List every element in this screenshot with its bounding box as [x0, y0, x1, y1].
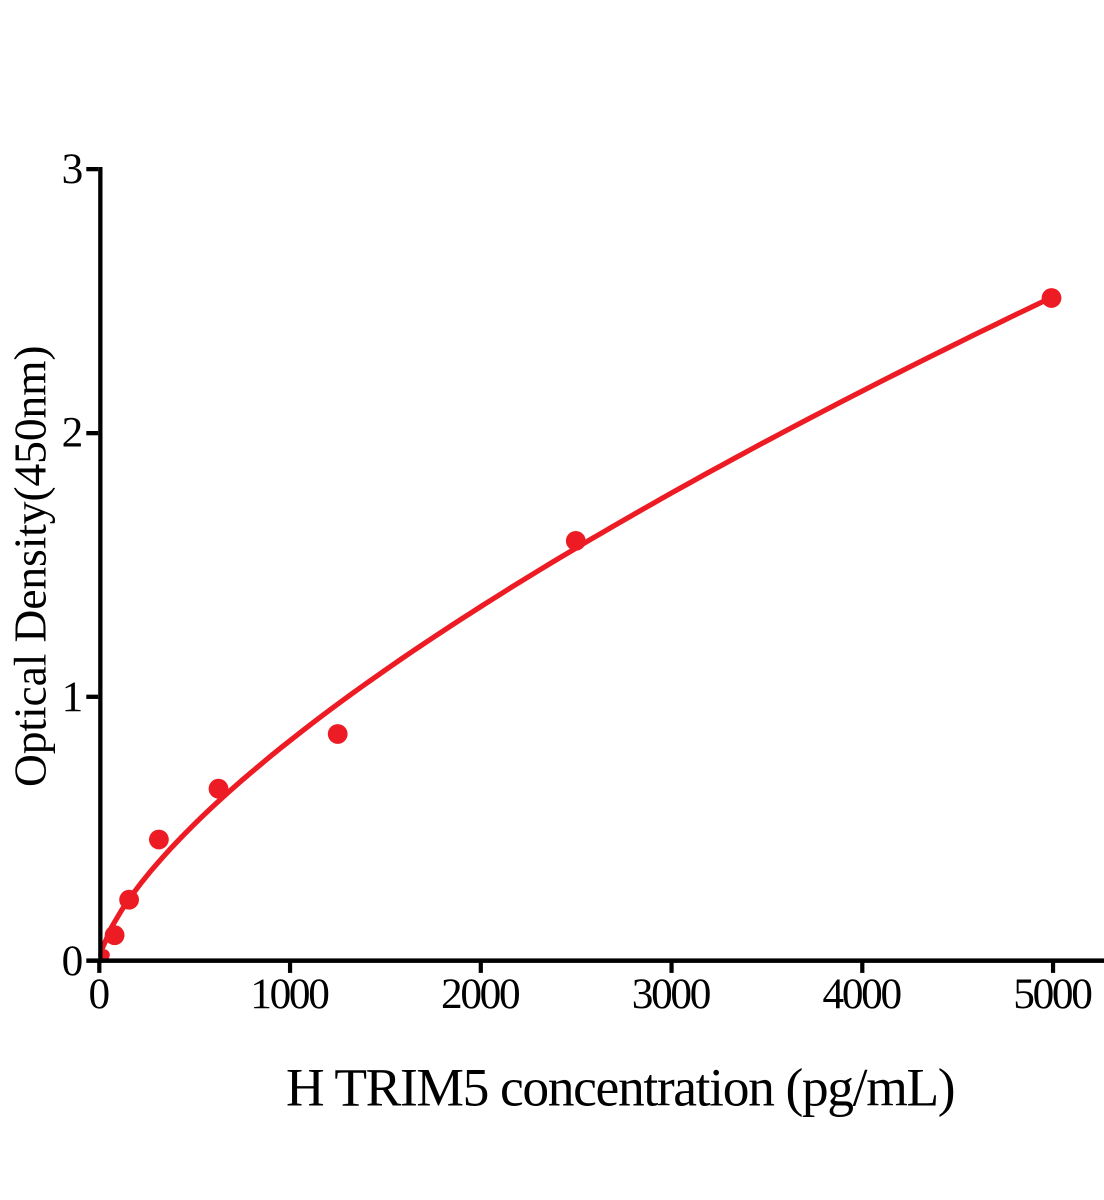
svg-text:0: 0 [88, 970, 110, 1018]
svg-text:1: 1 [62, 673, 84, 721]
svg-text:0: 0 [62, 937, 84, 985]
svg-text:1000: 1000 [250, 970, 330, 1018]
svg-text:3: 3 [62, 145, 84, 193]
svg-text:Optical Density(450nm): Optical Density(450nm) [5, 345, 56, 787]
svg-text:3000: 3000 [632, 970, 712, 1018]
svg-text:5000: 5000 [1013, 970, 1093, 1018]
svg-text:2: 2 [62, 409, 84, 457]
svg-text:2000: 2000 [441, 970, 521, 1018]
svg-text:H TRIM5 concentration (pg/mL): H TRIM5 concentration (pg/mL) [286, 1058, 956, 1118]
svg-text:4000: 4000 [823, 970, 903, 1018]
